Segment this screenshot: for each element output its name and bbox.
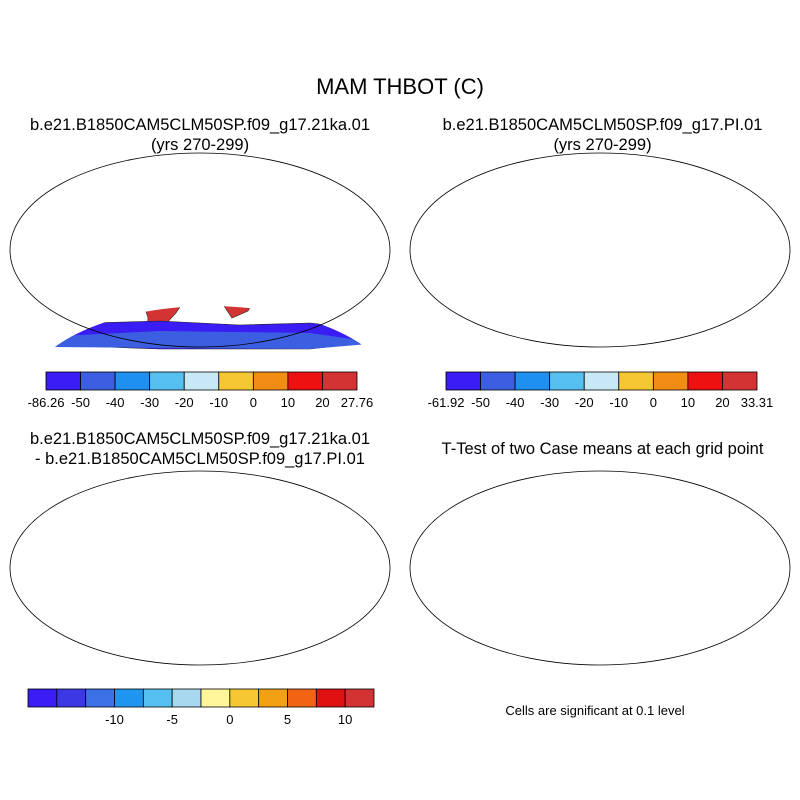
panel3-colorbar-tick-label: 0 [226, 712, 233, 727]
panel2-colorbar-tick-label: 10 [681, 395, 695, 410]
panel3-map-background [10, 471, 390, 665]
panel4-title-line1: T-Test of two Case means at each grid po… [441, 440, 764, 458]
panel4-map [409, 470, 791, 666]
panel2-colorbar-swatch [445, 371, 481, 391]
panel3-colorbar: -10 -5 0 5 10 [27, 688, 375, 727]
panel2-map-background [410, 153, 790, 347]
panel2-colorbar-swatch [687, 371, 723, 391]
panel2-colorbar-swatch [583, 371, 620, 391]
panel1-title-line1: b.e21.B1850CAM5CLM50SP.f09_g17.21ka.01 [29, 116, 371, 134]
panel3-map-border [9, 470, 391, 666]
panel1-colorbar-tick-label: 27.76 [341, 395, 374, 410]
panel2-title: b.e21.B1850CAM5CLM50SP.f09_g17.PI.01 (yr… [410, 115, 795, 155]
panel2-colorbar: -61.92 -50 -40 -30 -20 -10 0 10 20 33.31 [428, 371, 774, 410]
panel2-colorbar-tick-label: -61.92 [428, 395, 465, 410]
panel3-colorbar-swatch [56, 688, 87, 708]
panel1-colorbar-tick-label: -86.26 [28, 395, 65, 410]
panel4-map-border [409, 470, 791, 666]
panel2-colorbar-swatch [514, 371, 551, 391]
panel3-colorbar-tick-label: -10 [105, 712, 124, 727]
panel1-colorbar-swatch [80, 371, 116, 391]
panel3-title-line1: b.e21.B1850CAM5CLM50SP.f09_g17.21ka.01 [29, 430, 371, 448]
panel2-colorbar-swatch [549, 371, 585, 391]
panel1-map [9, 152, 391, 350]
panel2-colorbar-tick-label: -40 [506, 395, 525, 410]
panel3-colorbar-tick-label: 10 [338, 712, 352, 727]
panel1-colorbar-tick-label: -50 [71, 395, 90, 410]
panel1-colorbar-tick-label: -20 [175, 395, 194, 410]
panel3-colorbar-swatch [229, 688, 260, 708]
panel1-map-border [9, 152, 391, 348]
panel1-title: b.e21.B1850CAM5CLM50SP.f09_g17.21ka.01 (… [0, 115, 400, 155]
panel3-colorbar-swatch [85, 688, 115, 708]
panel1-colorbar-swatch [114, 371, 151, 391]
panel3-colorbar-tick-label: 5 [284, 712, 291, 727]
figure-title: MAM THBOT (C) [316, 74, 484, 99]
panel1-colorbar-tick-label: 20 [315, 395, 329, 410]
panel1-colorbar-tick-label: -30 [140, 395, 159, 410]
panel2-colorbar-tick-label: -10 [609, 395, 628, 410]
panel3-colorbar-swatch [258, 688, 288, 708]
panel1-colorbar-swatch [322, 371, 358, 391]
panel3-colorbar-tick-label: -5 [166, 712, 178, 727]
panel1-title-line2: (yrs 270-299) [150, 136, 250, 154]
panel1-colorbar-tick-label: 10 [281, 395, 295, 410]
panel3-colorbar-swatch [287, 688, 317, 708]
panel2-map-border [409, 152, 791, 348]
panel1-colorbar-swatch [45, 371, 81, 391]
panel2-colorbar-tick-label: 0 [650, 395, 657, 410]
panel2-colorbar-swatch [618, 371, 654, 391]
panel1-colorbar-swatch [252, 371, 289, 391]
panel3-colorbar-swatch [200, 688, 231, 708]
panel3-colorbar-swatch [27, 688, 58, 708]
panel2-title-line1: b.e21.B1850CAM5CLM50SP.f09_g17.PI.01 [442, 116, 763, 134]
panel2-colorbar-swatch [652, 371, 689, 391]
panel1-map-background [10, 153, 390, 347]
panel4-title: T-Test of two Case means at each grid po… [410, 439, 795, 459]
panel3-colorbar-swatch [142, 688, 173, 708]
panel1-colorbar-tick-label: -40 [106, 395, 125, 410]
panel2-colorbar-tick-label: -50 [471, 395, 490, 410]
significance-note: Cells are significant at 0.1 level [505, 703, 685, 718]
panel2-map [409, 152, 791, 348]
panel3-title: b.e21.B1850CAM5CLM50SP.f09_g17.21ka.01 -… [0, 429, 400, 469]
panel1-colorbar-swatch [183, 371, 220, 391]
panel2-colorbar-tick-label: 33.31 [741, 395, 774, 410]
panel2-colorbar-swatch [722, 371, 758, 391]
panel1-colorbar: -86.26 -50 -40 -30 -20 -10 0 10 20 27.76 [28, 371, 374, 410]
panel3-colorbar-swatch [315, 688, 346, 708]
panel3-colorbar-swatch [171, 688, 202, 708]
panel2-colorbar-swatch [480, 371, 516, 391]
panel1-colorbar-swatch [218, 371, 254, 391]
panel2-colorbar-tick-label: -20 [575, 395, 594, 410]
panel1-colorbar-swatch [149, 371, 185, 391]
panel1-colorbar-tick-label: 0 [250, 395, 257, 410]
panel1-colorbar-tick-label: -10 [209, 395, 228, 410]
panel2-colorbar-tick-label: 20 [715, 395, 729, 410]
panel3-map [9, 470, 391, 666]
panel4-map-background [410, 471, 790, 665]
panel2-colorbar-tick-label: -30 [540, 395, 559, 410]
panel2-title-line2: (yrs 270-299) [553, 136, 652, 154]
panel3-colorbar-swatch [114, 688, 144, 708]
panel3-colorbar-swatch [344, 688, 375, 708]
panel1-colorbar-swatch [287, 371, 323, 391]
panel3-title-line2: - b.e21.B1850CAM5CLM50SP.f09_g17.PI.01 [35, 450, 365, 468]
